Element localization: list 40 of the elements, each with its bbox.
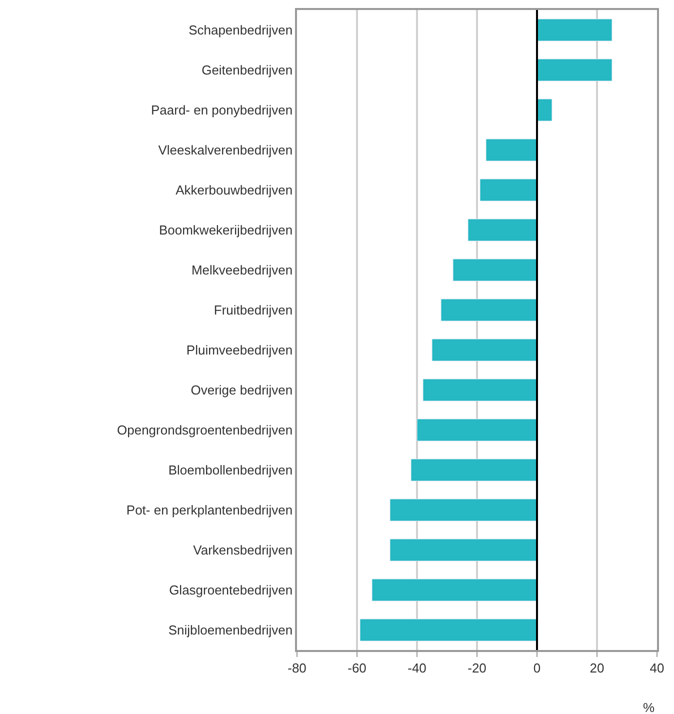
- bar: [480, 178, 538, 202]
- bar: [416, 418, 538, 442]
- y-tick-label: Snijbloemenbedrijven: [168, 622, 293, 638]
- y-tick-label: Pluimveebedrijven: [186, 342, 293, 358]
- bar: [410, 458, 538, 482]
- bar: [536, 18, 612, 42]
- y-tick-label: Overige bedrijven: [190, 382, 293, 398]
- y-tick-label: Vleeskalverenbedrijven: [158, 142, 293, 158]
- bar: [390, 538, 538, 562]
- x-tick-label: -40: [408, 660, 426, 676]
- x-tick-label: -60: [348, 660, 366, 676]
- y-tick-label: Boomkwekerijbedrijven: [158, 222, 293, 238]
- x-axis-title: %: [643, 700, 655, 714]
- y-tick-label: Schapenbedrijven: [188, 22, 293, 38]
- y-tick-label: Melkveebedrijven: [191, 262, 293, 278]
- bar: [390, 498, 538, 522]
- bar: [536, 98, 552, 122]
- y-tick-label: Geitenbedrijven: [202, 62, 293, 78]
- y-tick-label: Pot- en perkplantenbedrijven: [126, 502, 293, 518]
- y-tick-label: Glasgroentebedrijven: [169, 582, 293, 598]
- x-tick-label: 20: [590, 660, 604, 676]
- bar: [452, 258, 538, 282]
- x-tick-label: 40: [650, 660, 664, 676]
- bar: [422, 378, 538, 402]
- y-tick-label: Bloembollenbedrijven: [168, 462, 293, 478]
- bar: [486, 138, 538, 162]
- y-tick-label: Opengrondsgroentenbedrijven: [117, 422, 293, 438]
- bar: [536, 58, 612, 82]
- y-tick-label: Akkerbouwbedrijven: [176, 182, 293, 198]
- y-tick-label: Fruitbedrijven: [214, 302, 293, 318]
- y-tick-label: Paard- en ponybedrijven: [150, 102, 293, 118]
- bar: [372, 578, 538, 602]
- y-tick-label: Varkensbedrijven: [193, 542, 293, 558]
- x-tick-label: 0: [533, 660, 541, 676]
- x-tick-label: -80: [288, 660, 306, 676]
- bar: [360, 618, 538, 642]
- bar: [432, 338, 538, 362]
- bar: [440, 298, 538, 322]
- bar: [468, 218, 538, 242]
- x-tick-label: -20: [468, 660, 486, 676]
